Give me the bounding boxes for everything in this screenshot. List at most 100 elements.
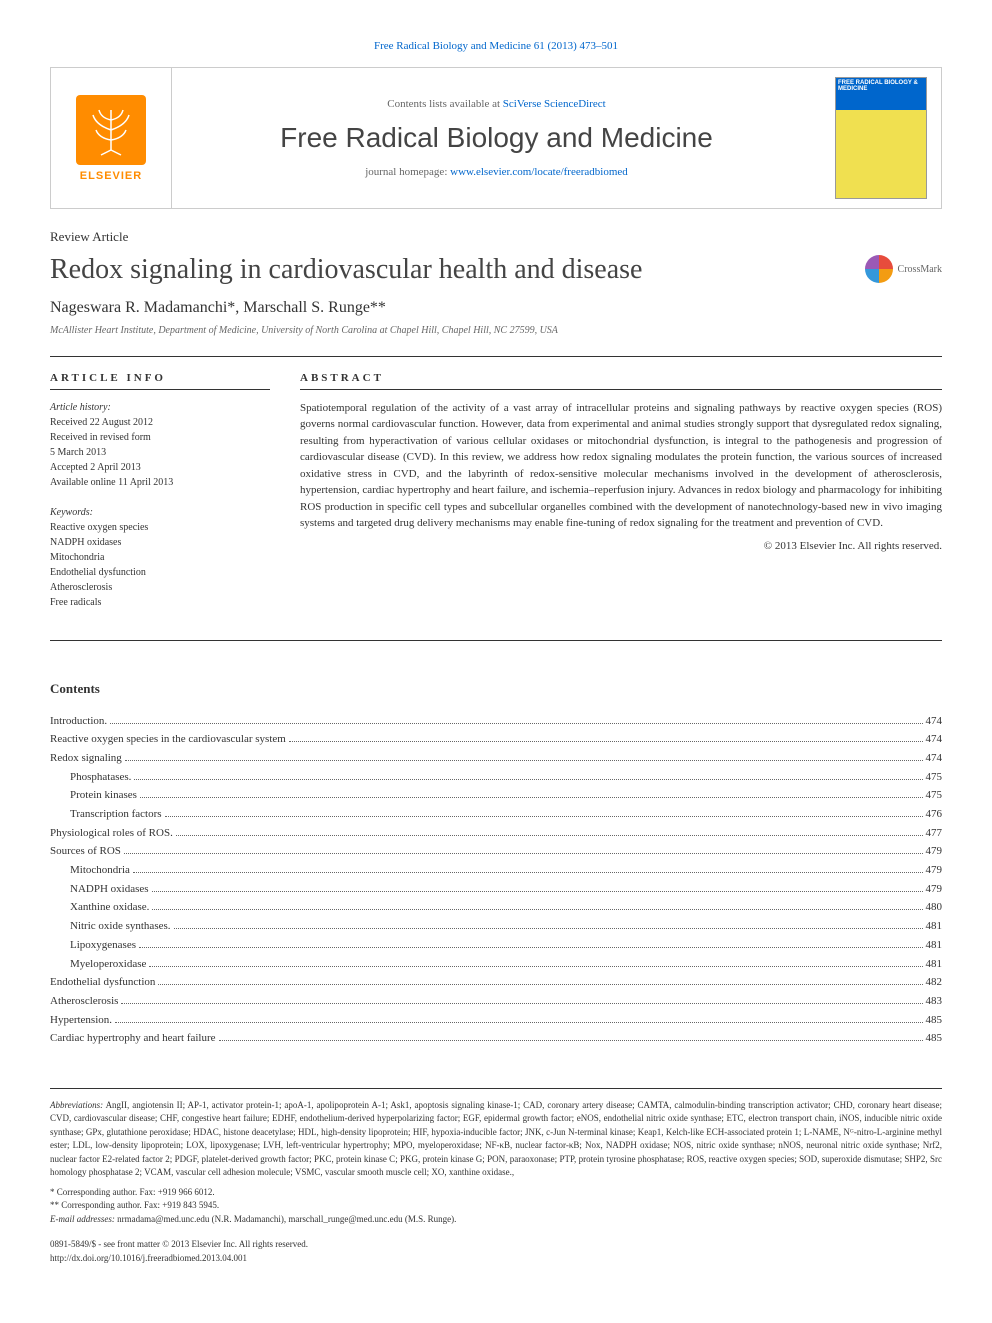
doi-line[interactable]: http://dx.doi.org/10.1016/j.freeradbiome… bbox=[50, 1252, 942, 1266]
toc-page: 483 bbox=[926, 992, 943, 1011]
toc-item[interactable]: NADPH oxidases479 bbox=[50, 880, 942, 899]
abbrev-text: AngII, angiotensin II; AP-1, activator p… bbox=[50, 1100, 942, 1178]
toc-dots bbox=[139, 947, 923, 948]
toc-item[interactable]: Endothelial dysfunction 482 bbox=[50, 973, 942, 992]
toc-page: 481 bbox=[926, 917, 943, 936]
toc-page: 476 bbox=[926, 805, 943, 824]
journal-citation[interactable]: Free Radical Biology and Medicine 61 (20… bbox=[50, 40, 942, 52]
toc-item[interactable]: Mitochondria 479 bbox=[50, 861, 942, 880]
elsevier-label: ELSEVIER bbox=[80, 170, 142, 182]
footer: Abbreviations: AngII, angiotensin II; AP… bbox=[50, 1088, 942, 1227]
homepage-prefix: journal homepage: bbox=[365, 166, 450, 178]
toc-dots bbox=[140, 797, 923, 798]
article-history: Article history: Received 22 August 2012… bbox=[50, 400, 270, 490]
toc-page: 481 bbox=[926, 955, 943, 974]
toc-label: Myeloperoxidase bbox=[70, 955, 146, 974]
keyword: Atherosclerosis bbox=[50, 580, 270, 595]
toc-item[interactable]: Nitric oxide synthases.481 bbox=[50, 917, 942, 936]
toc-dots bbox=[219, 1040, 923, 1041]
toc-item[interactable]: Myeloperoxidase 481 bbox=[50, 955, 942, 974]
abbrev-label: Abbreviations: bbox=[50, 1100, 103, 1110]
divider bbox=[50, 356, 942, 357]
article-type: Review Article bbox=[50, 229, 942, 245]
abstract-header: ABSTRACT bbox=[300, 372, 942, 390]
toc-dots bbox=[110, 723, 922, 724]
journal-header: ELSEVIER Contents lists available at Sci… bbox=[50, 67, 942, 209]
toc-item[interactable]: Reactive oxygen species in the cardiovas… bbox=[50, 730, 942, 749]
toc-page: 475 bbox=[926, 768, 943, 787]
abstract-text: Spatiotemporal regulation of the activit… bbox=[300, 400, 942, 532]
toc-item[interactable]: Sources of ROS479 bbox=[50, 842, 942, 861]
toc-page: 481 bbox=[926, 936, 943, 955]
toc-item[interactable]: Xanthine oxidase.480 bbox=[50, 898, 942, 917]
toc-dots bbox=[115, 1022, 922, 1023]
history-line: Received in revised form bbox=[50, 430, 270, 445]
toc-item[interactable]: Transcription factors 476 bbox=[50, 805, 942, 824]
toc-label: Transcription factors bbox=[70, 805, 162, 824]
journal-title-area: Contents lists available at SciVerse Sci… bbox=[172, 68, 821, 208]
toc-label: Protein kinases bbox=[70, 786, 137, 805]
history-line: 5 March 2013 bbox=[50, 445, 270, 460]
toc-dots bbox=[152, 891, 923, 892]
toc-page: 474 bbox=[926, 712, 943, 731]
toc-item[interactable]: Cardiac hypertrophy and heart failure 485 bbox=[50, 1029, 942, 1048]
toc-page: 482 bbox=[926, 973, 943, 992]
toc-item[interactable]: Hypertension. 485 bbox=[50, 1011, 942, 1030]
corresponding-author-2: ** Corresponding author. Fax: +919 843 5… bbox=[50, 1199, 942, 1213]
toc-item[interactable]: Physiological roles of ROS. 477 bbox=[50, 824, 942, 843]
homepage-link[interactable]: www.elsevier.com/locate/freeradbiomed bbox=[450, 166, 628, 178]
history-line: Accepted 2 April 2013 bbox=[50, 460, 270, 475]
toc-item[interactable]: Lipoxygenases 481 bbox=[50, 936, 942, 955]
keyword: Free radicals bbox=[50, 595, 270, 610]
toc-page: 485 bbox=[926, 1029, 943, 1048]
toc-item[interactable]: Introduction. 474 bbox=[50, 712, 942, 731]
cover-title: FREE RADICAL BIOLOGY & MEDICINE bbox=[836, 78, 926, 110]
toc-label: Hypertension. bbox=[50, 1011, 112, 1030]
toc-page: 479 bbox=[926, 880, 943, 899]
toc-label: Introduction. bbox=[50, 712, 107, 731]
toc-dots bbox=[152, 909, 922, 910]
toc-item[interactable]: Atherosclerosis 483 bbox=[50, 992, 942, 1011]
toc-item[interactable]: Redox signaling474 bbox=[50, 749, 942, 768]
toc-dots bbox=[174, 928, 923, 929]
toc-label: Endothelial dysfunction bbox=[50, 973, 155, 992]
toc-label: Cardiac hypertrophy and heart failure bbox=[50, 1029, 216, 1048]
toc-page: 477 bbox=[926, 824, 943, 843]
toc-label: Lipoxygenases bbox=[70, 936, 136, 955]
keywords-title: Keywords: bbox=[50, 505, 270, 520]
article-info-header: ARTICLE INFO bbox=[50, 372, 270, 390]
keywords: Keywords: Reactive oxygen species NADPH … bbox=[50, 505, 270, 610]
authors: Nageswara R. Madamanchi*, Marschall S. R… bbox=[50, 299, 942, 317]
toc-dots bbox=[165, 816, 923, 817]
toc-label: Phosphatases. bbox=[70, 768, 131, 787]
crossmark-badge[interactable]: CrossMark bbox=[865, 255, 942, 283]
contents-available: Contents lists available at SciVerse Sci… bbox=[387, 98, 605, 110]
publisher-logo-area: ELSEVIER bbox=[51, 68, 172, 208]
divider bbox=[50, 640, 942, 641]
journal-cover-thumbnail: FREE RADICAL BIOLOGY & MEDICINE bbox=[835, 77, 927, 199]
email-text: nrmadama@med.unc.edu (N.R. Madamanchi), … bbox=[117, 1214, 456, 1224]
crossmark-label: CrossMark bbox=[898, 264, 942, 275]
issn-line: 0891-5849/$ - see front matter © 2013 El… bbox=[50, 1238, 942, 1252]
table-of-contents: Introduction. 474 Reactive oxygen species … bbox=[50, 712, 942, 1048]
toc-label: Reactive oxygen species in the cardiovas… bbox=[50, 730, 286, 749]
history-title: Article history: bbox=[50, 400, 270, 415]
toc-item[interactable]: Phosphatases. 475 bbox=[50, 768, 942, 787]
journal-homepage: journal homepage: www.elsevier.com/locat… bbox=[365, 166, 628, 178]
toc-dots bbox=[289, 741, 923, 742]
toc-label: Physiological roles of ROS. bbox=[50, 824, 173, 843]
toc-dots bbox=[133, 872, 923, 873]
elsevier-tree-icon bbox=[76, 95, 146, 165]
toc-label: Mitochondria bbox=[70, 861, 130, 880]
toc-page: 480 bbox=[926, 898, 943, 917]
history-line: Received 22 August 2012 bbox=[50, 415, 270, 430]
toc-dots bbox=[121, 1003, 922, 1004]
keyword: Endothelial dysfunction bbox=[50, 565, 270, 580]
sciencedirect-link[interactable]: SciVerse ScienceDirect bbox=[503, 98, 606, 110]
toc-label: Atherosclerosis bbox=[50, 992, 118, 1011]
toc-item[interactable]: Protein kinases475 bbox=[50, 786, 942, 805]
toc-label: Redox signaling bbox=[50, 749, 122, 768]
toc-page: 479 bbox=[926, 861, 943, 880]
bottom-meta: 0891-5849/$ - see front matter © 2013 El… bbox=[50, 1238, 942, 1265]
toc-page: 485 bbox=[926, 1011, 943, 1030]
